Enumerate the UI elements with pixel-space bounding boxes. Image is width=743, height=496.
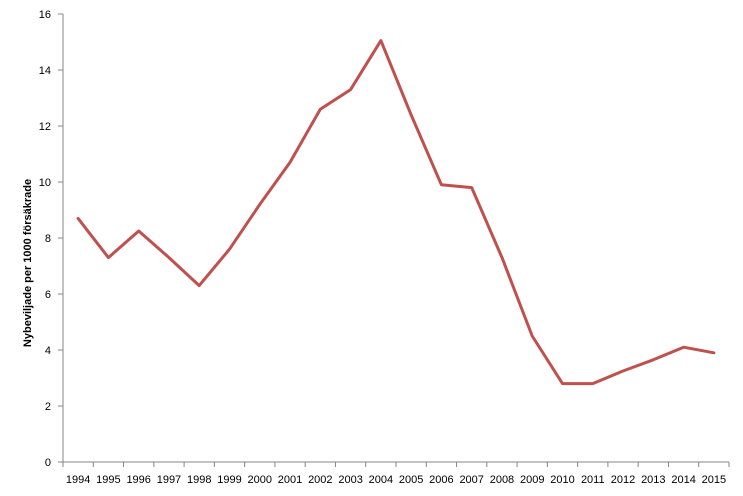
x-tick-label: 1997: [157, 474, 181, 486]
y-axis-ticks: 0 2 4 6 8 10 12 14 16: [39, 9, 63, 469]
x-tick-label: 2014: [671, 474, 695, 486]
x-tick-label: 2015: [702, 474, 726, 486]
x-tick-label: 2008: [490, 474, 514, 486]
x-axis-ticks: 1994 1995 1996 1997 1998 1999 2000 2001 2002 2003…: [62, 462, 730, 486]
series-layer: [76, 39, 716, 386]
x-tick-label: 1995: [96, 474, 120, 486]
x-tick-label: 2003: [338, 474, 362, 486]
x-tick-label: 2012: [611, 474, 635, 486]
x-tick-label: 2009: [520, 474, 544, 486]
y-tick-label: 12: [39, 121, 51, 133]
y-tick-label: 8: [45, 233, 51, 245]
x-tick-label: 1999: [217, 474, 241, 486]
series-line: [76, 39, 716, 386]
x-tick-label: 2000: [248, 474, 272, 486]
y-tick-label: 16: [39, 9, 51, 21]
y-axis-label: Nybeviljade per 1000 försäkrade: [22, 179, 34, 347]
x-tick-label: 1998: [187, 474, 211, 486]
y-tick-label: 2: [45, 401, 51, 413]
x-tick-label: 2004: [369, 474, 393, 486]
x-tick-label: 2005: [399, 474, 423, 486]
x-tick-label: 2011: [581, 474, 605, 486]
x-tick-label: 1994: [66, 474, 90, 486]
x-tick-label: 2006: [429, 474, 453, 486]
x-tick-label: 1996: [126, 474, 150, 486]
y-tick-label: 4: [45, 345, 51, 357]
x-tick-label: 2002: [308, 474, 332, 486]
y-tick-label: 14: [39, 65, 51, 77]
y-tick-label: 10: [39, 177, 51, 189]
x-tick-label: 2010: [550, 474, 574, 486]
y-tick-label: 6: [45, 289, 51, 301]
y-tick-label: 0: [45, 457, 51, 469]
x-tick-label: 2007: [459, 474, 483, 486]
x-tick-label: 2001: [278, 474, 302, 486]
x-tick-label: 2013: [641, 474, 665, 486]
